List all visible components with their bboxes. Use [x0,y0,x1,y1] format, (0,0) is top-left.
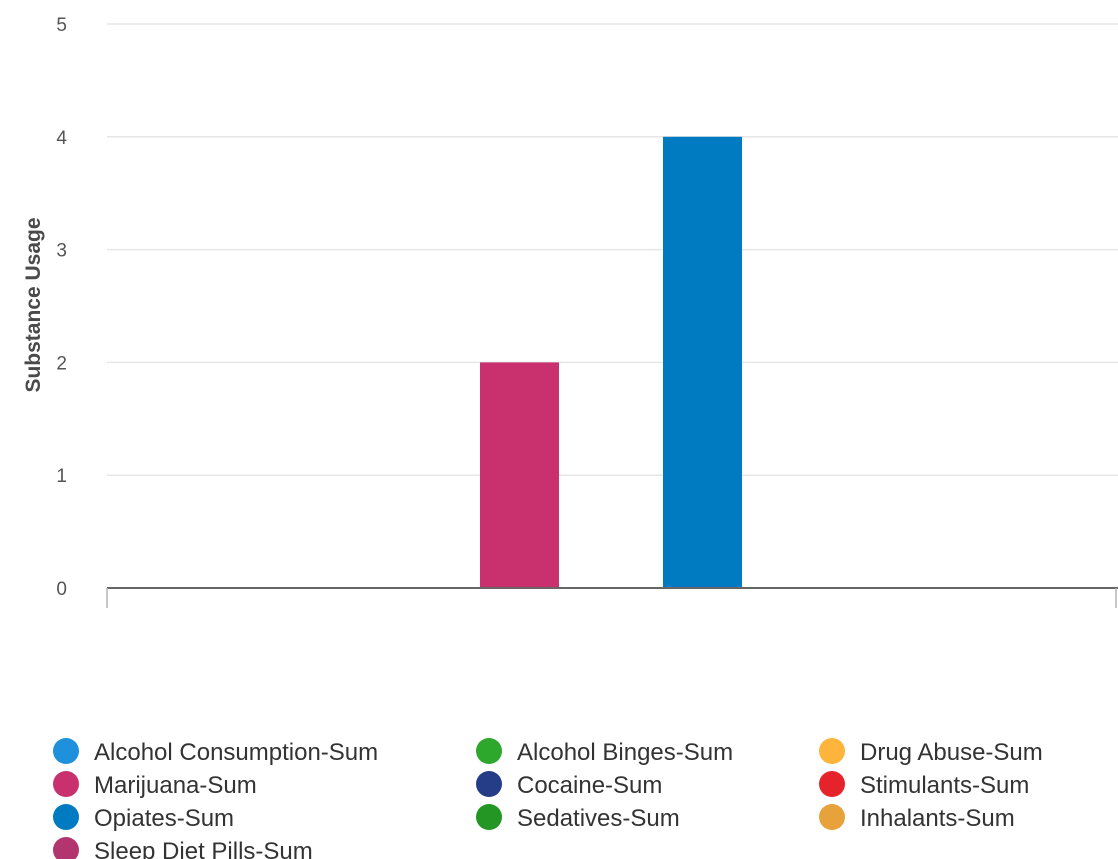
legend-label: Drug Abuse-Sum [860,739,1043,766]
legend-item-sleep-diet-pills-sum[interactable]: Sleep Diet Pills-Sum [53,837,313,859]
legend-label: Opiates-Sum [94,805,234,832]
legend-marker [53,804,79,830]
y-axis-ticks: 0 1 2 3 4 5 [56,15,67,600]
legend-item-alcohol-binges-sum[interactable]: Alcohol Binges-Sum [476,738,733,766]
y-tick-label: 3 [56,241,67,262]
legend: Alcohol Consumption-Sum Alcohol Binges-Su… [53,738,1043,859]
grid-lines [107,23,1118,476]
y-tick-label: 4 [56,128,67,149]
legend-label: Marijuana-Sum [94,772,257,799]
legend-marker [53,738,79,764]
y-tick-label: 1 [56,466,67,487]
legend-item-marijuana-sum[interactable]: Marijuana-Sum [53,771,257,799]
legend-label: Alcohol Consumption-Sum [94,739,378,766]
legend-item-opiates-sum[interactable]: Opiates-Sum [53,804,234,832]
legend-marker [53,771,79,797]
y-tick-label: 2 [56,353,67,374]
bar-marijuana-sum[interactable] [480,362,559,588]
y-tick-label: 0 [56,579,67,600]
legend-marker [819,738,845,764]
legend-marker [819,804,845,830]
legend-item-stimulants-sum[interactable]: Stimulants-Sum [819,771,1029,799]
legend-marker [53,837,79,859]
x-axis [106,587,1118,608]
legend-label: Alcohol Binges-Sum [517,739,733,766]
legend-label: Sleep Diet Pills-Sum [94,838,313,859]
legend-label: Inhalants-Sum [860,805,1015,832]
bar-opiates-sum[interactable] [663,136,742,589]
legend-label: Cocaine-Sum [517,772,662,799]
y-axis-title: Substance Usage [22,217,45,392]
legend-marker [819,771,845,797]
bars [480,136,742,589]
legend-item-sedatives-sum[interactable]: Sedatives-Sum [476,804,680,832]
legend-item-alcohol-consumption-sum[interactable]: Alcohol Consumption-Sum [53,738,378,766]
legend-item-cocaine-sum[interactable]: Cocaine-Sum [476,771,662,799]
legend-label: Sedatives-Sum [517,805,680,832]
y-tick-label: 5 [56,15,67,36]
legend-marker [476,804,502,830]
legend-marker [476,771,502,797]
legend-item-drug-abuse-sum[interactable]: Drug Abuse-Sum [819,738,1043,766]
legend-item-inhalants-sum[interactable]: Inhalants-Sum [819,804,1015,832]
legend-marker [476,738,502,764]
legend-label: Stimulants-Sum [860,772,1029,799]
